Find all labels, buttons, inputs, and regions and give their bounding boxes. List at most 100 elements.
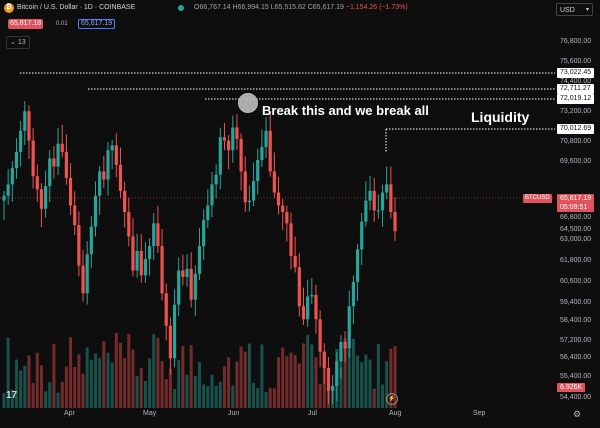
volume-bar xyxy=(23,365,27,408)
candle-body xyxy=(360,221,364,250)
sell-price-button[interactable]: 65,617.18 xyxy=(8,19,44,29)
price-tick-label: 70,800.00 xyxy=(560,138,592,145)
volume-bar xyxy=(214,386,218,408)
volume-bar xyxy=(231,385,235,408)
candle-body xyxy=(326,368,331,391)
volume-bar xyxy=(372,388,376,408)
price-tick-label: 54,400.00 xyxy=(560,394,592,401)
price-tick-label: 75,600.00 xyxy=(560,58,592,65)
volume-bar xyxy=(306,334,310,408)
ohlc-readout: O66,767.14 H66,994.15 L65,515.82 C65,617… xyxy=(194,4,408,11)
ohlc-change: −1,154.26 (−1.73%) xyxy=(345,4,408,11)
candle-body xyxy=(364,200,368,222)
candle-body xyxy=(293,255,297,268)
volume-bar xyxy=(143,380,147,408)
volume-bar xyxy=(85,347,89,408)
indicators-toggle[interactable]: ⌄ 13 xyxy=(6,36,30,49)
price-tick-label: 69,600.00 xyxy=(560,158,592,165)
chevron-down-icon: ⌄ xyxy=(10,39,18,46)
volume-bar xyxy=(6,337,10,408)
volume-bar xyxy=(260,344,264,408)
volume-bar xyxy=(318,383,322,408)
candle-body xyxy=(177,270,181,305)
volume-bar xyxy=(193,376,197,408)
price-tick-label: 64,500.00 xyxy=(560,226,592,233)
volume-bar xyxy=(343,338,347,408)
volume-bar xyxy=(131,349,135,408)
price-tick-label: 74,400.00 xyxy=(560,78,592,85)
volume-bar xyxy=(94,353,98,408)
volume-bar xyxy=(289,352,293,408)
volume-bar xyxy=(35,352,39,408)
volume-bar xyxy=(2,393,6,408)
volume-bar xyxy=(297,363,301,408)
volume-bar xyxy=(164,379,168,408)
volume-bar xyxy=(385,361,389,408)
volume-bar xyxy=(356,355,360,408)
volume-bar xyxy=(198,362,201,408)
highlight-marker xyxy=(238,93,258,113)
candle-body xyxy=(351,281,356,307)
candle-body xyxy=(127,212,131,237)
price-tick-label: 59,400.00 xyxy=(560,299,592,306)
gear-icon[interactable]: ⚙ xyxy=(573,409,582,419)
candle-body xyxy=(185,268,189,277)
volume-bar xyxy=(110,362,114,408)
time-label-jun: Jun xyxy=(228,410,240,417)
volume-bar xyxy=(48,382,52,408)
volume-bar xyxy=(272,388,276,408)
candle-body xyxy=(156,223,160,247)
symbol-title[interactable]: Bitcoin / U.S. Dollar · 1D · COINBASE xyxy=(17,4,136,11)
volume-bar xyxy=(243,351,247,408)
bitcoin-logo-icon: ₿ xyxy=(4,3,14,13)
volume-bar xyxy=(351,338,355,408)
candle-body xyxy=(14,151,19,169)
market-status-icon xyxy=(178,5,184,11)
candle-body xyxy=(256,160,260,182)
candle-body xyxy=(39,189,44,209)
candle-body xyxy=(27,111,31,141)
volume-bar xyxy=(252,382,256,408)
candle-body xyxy=(301,306,306,320)
volume-bar xyxy=(268,387,272,408)
volume-bar xyxy=(127,333,131,408)
price-tick-label: 55,400.00 xyxy=(560,373,592,380)
volume-bar xyxy=(376,344,380,408)
alert-icon[interactable]: ⚡ xyxy=(386,393,398,405)
candle-body xyxy=(98,171,102,196)
candle-body xyxy=(102,171,106,180)
candle-body xyxy=(339,342,343,362)
volume-bar xyxy=(160,361,164,408)
candle-body xyxy=(168,325,172,359)
break-annotation[interactable]: Break this and we break all xyxy=(262,103,429,118)
candle-body xyxy=(335,361,339,386)
symbol-header: ₿ Bitcoin / U.S. Dollar · 1D · COINBASE … xyxy=(0,0,600,16)
candle-body xyxy=(355,249,360,282)
candle-body xyxy=(264,130,268,147)
volume-bar xyxy=(106,352,110,408)
currency-select[interactable]: USD ▾ xyxy=(556,3,593,16)
candle-body xyxy=(23,111,27,131)
level-price-tag: 72,019.12 xyxy=(557,94,595,104)
level-price-tag: 70,012.69 xyxy=(557,124,595,134)
candle-body xyxy=(331,385,335,391)
volume-bar xyxy=(235,361,239,408)
candle-body xyxy=(19,130,23,152)
candle-body xyxy=(89,226,93,255)
volume-tag: 6.926K xyxy=(557,383,586,392)
liquidity-annotation[interactable]: Liquidity xyxy=(471,109,530,125)
price-chart[interactable] xyxy=(0,30,555,425)
candle-body xyxy=(160,246,164,294)
candle-body xyxy=(131,236,135,271)
candle-body xyxy=(343,342,347,349)
candle-body xyxy=(60,143,64,152)
time-label-may: May xyxy=(143,410,157,417)
volume-bar xyxy=(139,367,143,408)
candle-body xyxy=(118,164,123,191)
buy-price-button[interactable]: 65,617.19 xyxy=(78,19,116,29)
candle-body xyxy=(306,296,310,320)
candle-body xyxy=(272,171,276,193)
candle-body xyxy=(189,268,193,300)
volume-bar xyxy=(389,348,393,408)
